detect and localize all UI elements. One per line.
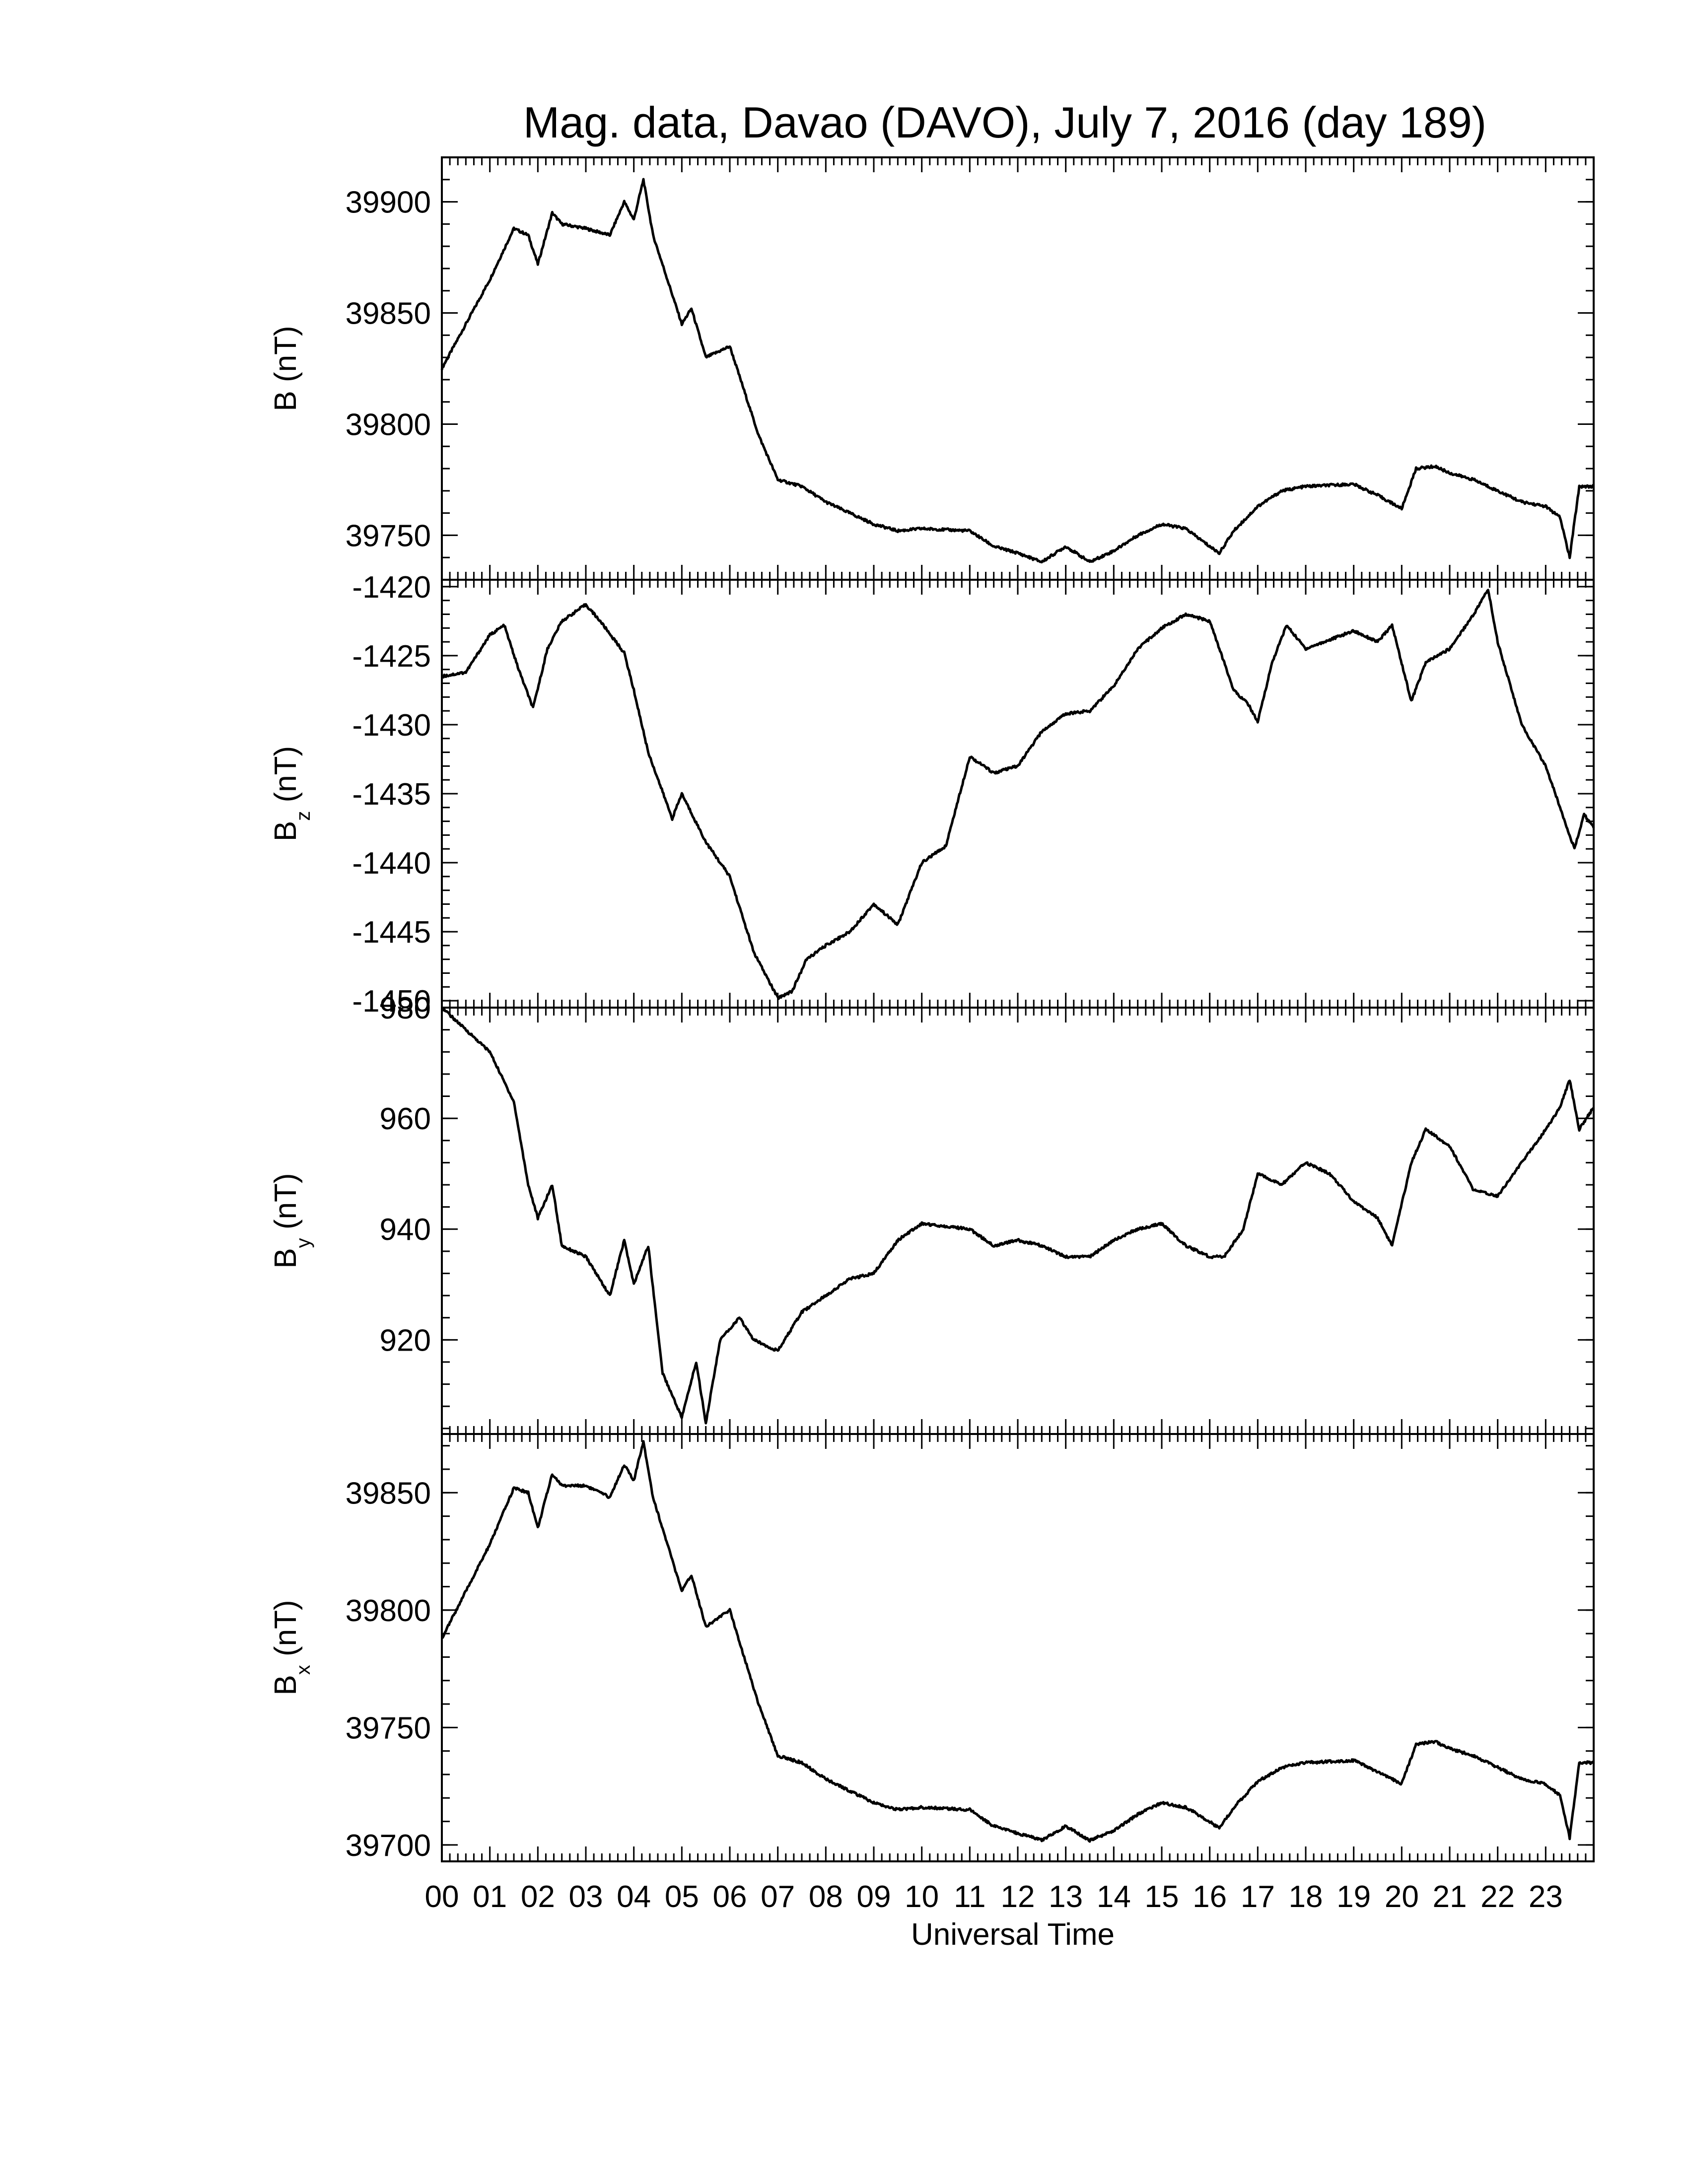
y-axis-title: Bz (nT) bbox=[269, 746, 314, 841]
x-tick-label: 12 bbox=[1001, 1880, 1035, 1914]
series-line-Bx bbox=[441, 1440, 1595, 1843]
y-tick-label: -1450 bbox=[352, 984, 431, 1019]
y-tick-label: -1445 bbox=[352, 915, 431, 950]
y-axis-title: B (nT) bbox=[269, 326, 303, 411]
y-tick-label: -1435 bbox=[352, 777, 431, 812]
x-tick-label: 02 bbox=[521, 1880, 555, 1914]
x-tick-label: 10 bbox=[905, 1880, 939, 1914]
y-tick-label: 39800 bbox=[346, 1594, 431, 1628]
y-tick-label: 39750 bbox=[346, 519, 431, 553]
y-tick-label: 980 bbox=[380, 991, 431, 1025]
y-tick-label: -1425 bbox=[352, 639, 431, 674]
panel-frame bbox=[441, 1433, 1595, 1862]
y-tick-label: 920 bbox=[380, 1323, 431, 1358]
x-tick-label: 20 bbox=[1385, 1880, 1419, 1914]
y-tick-label: -1420 bbox=[352, 570, 431, 605]
y-tick-label: 940 bbox=[380, 1213, 431, 1247]
x-tick-label: 13 bbox=[1049, 1880, 1083, 1914]
figure-title: Mag. data, Davao (DAVO), July 7, 2016 (d… bbox=[523, 98, 1486, 147]
x-tick-label: 14 bbox=[1097, 1880, 1131, 1914]
x-tick-label: 19 bbox=[1336, 1880, 1371, 1914]
x-tick-label: 18 bbox=[1289, 1880, 1323, 1914]
x-tick-label: 00 bbox=[425, 1880, 459, 1914]
series-line-B bbox=[440, 178, 1594, 564]
x-tick-label: 07 bbox=[761, 1880, 795, 1914]
x-tick-label: 09 bbox=[857, 1880, 891, 1914]
x-tick-label: 22 bbox=[1480, 1880, 1515, 1914]
y-axis-title: By (nT) bbox=[269, 1173, 314, 1268]
y-axis-title: Bx (nT) bbox=[269, 1600, 314, 1695]
x-tick-label: 03 bbox=[569, 1880, 603, 1914]
y-tick-label: 960 bbox=[380, 1102, 431, 1136]
y-tick-label: 39750 bbox=[346, 1711, 431, 1745]
x-axis-title: Universal Time bbox=[911, 1917, 1115, 1952]
x-tick-label: 23 bbox=[1529, 1880, 1563, 1914]
y-tick-label: -1440 bbox=[352, 846, 431, 881]
y-tick-label: 39800 bbox=[346, 408, 431, 442]
x-tick-label: 17 bbox=[1241, 1880, 1275, 1914]
series-line-By bbox=[441, 1008, 1594, 1425]
panel-By: 920 940 960 980 By (nT) bbox=[269, 991, 1595, 1435]
x-tick-label: 05 bbox=[665, 1880, 699, 1914]
x-tick-label: 15 bbox=[1145, 1880, 1179, 1914]
x-tick-label: 01 bbox=[473, 1880, 507, 1914]
x-tick-label: 06 bbox=[713, 1880, 747, 1914]
panel-frame bbox=[441, 1007, 1595, 1435]
y-tick-label: 39850 bbox=[346, 1476, 431, 1510]
y-tick-label: 39900 bbox=[346, 186, 431, 220]
y-tick-label: -1430 bbox=[352, 708, 431, 743]
panel-Bx: 39700 39750 39800 39850 Bx (nT) bbox=[269, 1433, 1595, 1863]
x-tick-label: 16 bbox=[1193, 1880, 1227, 1914]
x-tick-label: 08 bbox=[809, 1880, 843, 1914]
panels-group: 39750 39800 39850 39900 B (nT) -1450 -1445 -144… bbox=[269, 156, 1595, 1863]
panel-frame bbox=[441, 156, 1595, 581]
x-tick-label: 21 bbox=[1433, 1880, 1467, 1914]
x-tick-label: 11 bbox=[954, 1880, 985, 1914]
x-axis: 00 01 02 03 04 05 06 07 08 09 10 11 12 13 14 15 16 17 18 19… bbox=[425, 1880, 1563, 1914]
panel-Bz: -1450 -1445 -1440 -1435 -1430 -1425 -1420 Bz (n… bbox=[269, 570, 1595, 1019]
series-line-Bz bbox=[441, 589, 1595, 1000]
y-tick-label: 39700 bbox=[346, 1829, 431, 1863]
y-tick-label: 39850 bbox=[346, 297, 431, 331]
panel-B: 39750 39800 39850 39900 B (nT) bbox=[269, 156, 1595, 581]
panel-frame bbox=[441, 579, 1595, 1009]
x-tick-label: 04 bbox=[617, 1880, 651, 1914]
